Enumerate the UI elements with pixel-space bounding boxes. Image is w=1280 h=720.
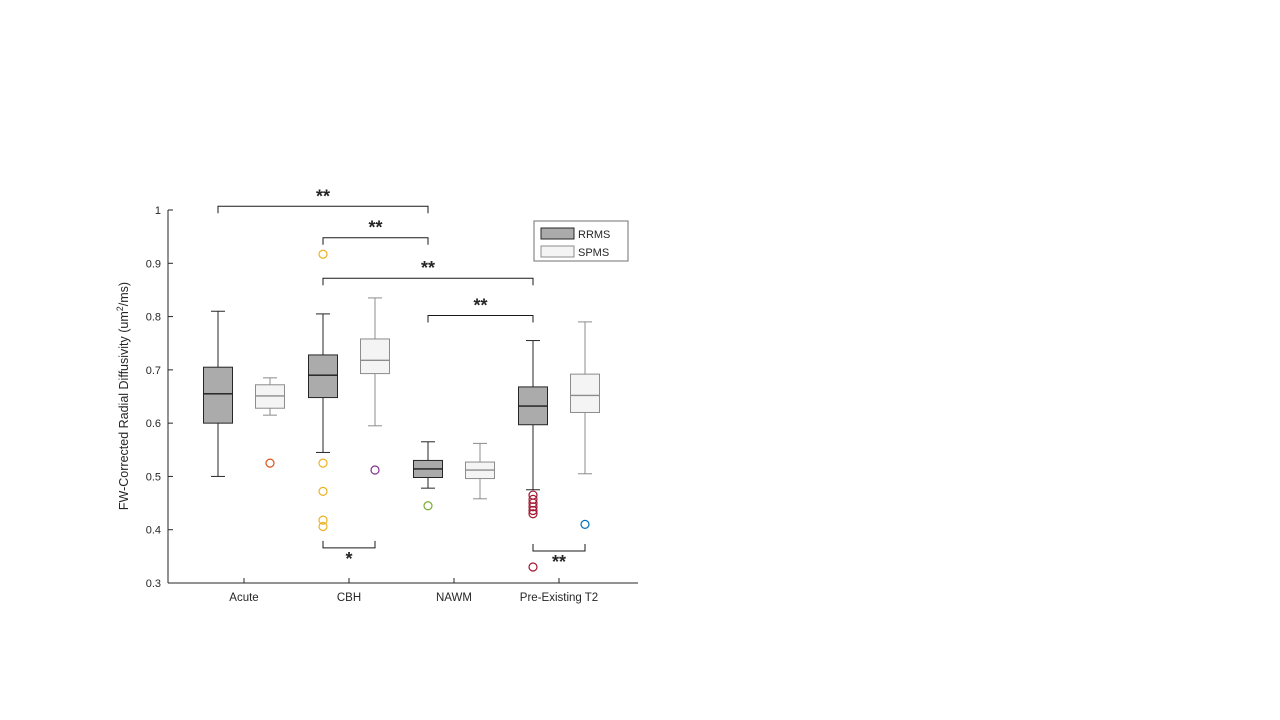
y-tick-label: 0.3	[146, 578, 161, 590]
bracket-line	[322, 540, 376, 549]
significance-label: **	[316, 186, 330, 206]
outlier-point	[318, 249, 328, 259]
x-tick-label: Pre-Existing T2	[520, 592, 598, 604]
bracket-line	[322, 277, 534, 286]
x-tick-label: NAWM	[436, 592, 472, 604]
box-rrms-2	[413, 441, 443, 511]
series-rrms	[203, 249, 548, 572]
box-rect	[570, 373, 600, 413]
legend-item-spms: SPMS	[540, 245, 609, 259]
box-rect	[308, 354, 338, 399]
significance-bracket: **	[217, 186, 429, 214]
outlier-point	[318, 521, 328, 532]
legend-label: RRMS	[578, 229, 610, 241]
significance-bracket: *	[322, 540, 376, 569]
y-tick-label: 1	[155, 205, 161, 217]
outlier-point	[318, 515, 328, 525]
box-spms-3	[570, 321, 600, 529]
x-tick-label: CBH	[337, 592, 361, 604]
box-rrms-0	[203, 310, 233, 477]
box-series	[203, 249, 600, 572]
box-spms-1	[360, 297, 390, 475]
y-tick-label: 0.5	[146, 471, 161, 483]
significance-bracket: **	[322, 218, 429, 245]
significance-brackets: ********* **	[217, 186, 586, 572]
outlier-point	[528, 562, 538, 572]
significance-label: **	[552, 552, 566, 572]
bracket-line	[322, 237, 429, 245]
bracket-line	[532, 544, 586, 552]
outlier-point	[528, 509, 538, 519]
outlier-point	[580, 519, 590, 529]
box-spms-2	[465, 442, 495, 500]
bracket-line	[427, 315, 534, 323]
box-rect	[360, 338, 390, 375]
legend-label: SPMS	[578, 247, 609, 259]
y-tick-label: 0.8	[146, 312, 161, 324]
outlier-point	[265, 458, 275, 468]
significance-label: **	[421, 258, 435, 278]
series-spms	[255, 297, 600, 529]
y-tick-label: 0.7	[146, 365, 161, 377]
significance-label: *	[345, 549, 352, 569]
legend-item-rrms: RRMS	[540, 227, 610, 241]
box-spms-0	[255, 377, 285, 468]
y-tick-label: 0.6	[146, 418, 161, 430]
outlier-point	[528, 502, 538, 512]
y-axis-title: FW-Corrected Radial Diffusivity (um2/ms)	[115, 282, 131, 510]
legend-swatch	[540, 245, 575, 258]
legend-swatch	[540, 227, 575, 240]
outlier-point	[423, 501, 433, 511]
outlier-point	[370, 465, 380, 475]
box-rrms-1	[308, 249, 338, 532]
significance-bracket: **	[532, 544, 586, 572]
legend: RRMS SPMS	[533, 220, 629, 262]
outlier-point	[318, 486, 328, 496]
significance-label: **	[368, 218, 382, 238]
y-tick-label: 0.9	[146, 258, 161, 270]
x-tick-label: Acute	[229, 592, 258, 604]
outlier-point	[528, 505, 538, 516]
bracket-line	[217, 205, 429, 214]
axes: 0.3 0.4 0.5 0.6 0.7 0.8 0.9 1 Acute CBH NAWM Pre-Ex…	[146, 205, 638, 604]
significance-label: **	[473, 296, 487, 316]
significance-bracket: **	[322, 258, 534, 286]
outlier-point	[318, 458, 328, 468]
significance-bracket: **	[427, 296, 534, 323]
box-rrms-3	[518, 340, 548, 572]
y-tick-label: 0.4	[146, 525, 161, 537]
box-rect	[203, 366, 233, 424]
